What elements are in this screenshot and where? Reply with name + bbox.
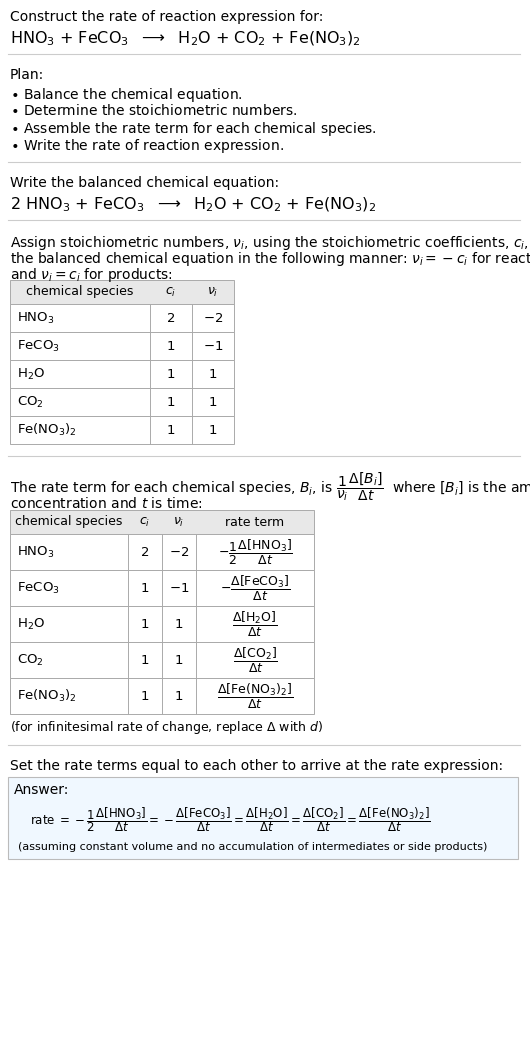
Text: 1: 1 <box>167 424 175 436</box>
Text: rate term: rate term <box>225 516 285 528</box>
Text: 1: 1 <box>209 367 217 381</box>
Text: (assuming constant volume and no accumulation of intermediates or side products): (assuming constant volume and no accumul… <box>18 842 488 852</box>
Text: Set the rate terms equal to each other to arrive at the rate expression:: Set the rate terms equal to each other t… <box>10 759 503 773</box>
Text: (for infinitesimal rate of change, replace $\Delta$ with $d$): (for infinitesimal rate of change, repla… <box>10 719 323 736</box>
Text: $-1$: $-1$ <box>169 582 189 594</box>
Text: $\dfrac{\Delta[\mathrm{Fe(NO_3)_2}]}{\Delta t}$: $\dfrac{\Delta[\mathrm{Fe(NO_3)_2}]}{\De… <box>217 682 293 710</box>
Text: $\nu_i$: $\nu_i$ <box>173 516 184 528</box>
Text: $\mathrm{CO_2}$: $\mathrm{CO_2}$ <box>17 394 43 410</box>
Text: 1: 1 <box>141 689 149 703</box>
Text: $\bullet$ Determine the stoichiometric numbers.: $\bullet$ Determine the stoichiometric n… <box>10 103 297 118</box>
Text: $\bullet$ Assemble the rate term for each chemical species.: $\bullet$ Assemble the rate term for eac… <box>10 120 377 138</box>
Bar <box>10 332 234 360</box>
Text: Assign stoichiometric numbers, $\nu_i$, using the stoichiometric coefficients, $: Assign stoichiometric numbers, $\nu_i$, … <box>10 234 530 252</box>
Text: 1: 1 <box>141 654 149 666</box>
Text: 1: 1 <box>209 424 217 436</box>
Text: 1: 1 <box>167 367 175 381</box>
Bar <box>10 416 234 444</box>
Bar <box>10 678 314 714</box>
Text: $-\dfrac{\Delta[\mathrm{FeCO_3}]}{\Delta t}$: $-\dfrac{\Delta[\mathrm{FeCO_3}]}{\Delta… <box>220 573 290 602</box>
Text: $\mathrm{H_2O}$: $\mathrm{H_2O}$ <box>17 616 45 632</box>
Bar <box>8 777 518 859</box>
Text: $\mathrm{HNO_3}$: $\mathrm{HNO_3}$ <box>17 311 55 325</box>
Text: $\mathrm{FeCO_3}$: $\mathrm{FeCO_3}$ <box>17 581 60 595</box>
Bar <box>10 388 234 416</box>
Text: $-2$: $-2$ <box>169 546 189 559</box>
Text: $\mathrm{CO_2}$: $\mathrm{CO_2}$ <box>17 653 43 667</box>
Text: The rate term for each chemical species, $B_i$, is $\dfrac{1}{\nu_i}\dfrac{\Delt: The rate term for each chemical species,… <box>10 470 530 503</box>
Text: $\nu_i$: $\nu_i$ <box>207 286 219 298</box>
Text: 1: 1 <box>175 654 183 666</box>
Text: chemical species: chemical species <box>26 286 134 298</box>
Text: $-2$: $-2$ <box>203 312 223 324</box>
Bar <box>10 570 314 606</box>
Text: $\bullet$ Write the rate of reaction expression.: $\bullet$ Write the rate of reaction exp… <box>10 137 284 155</box>
Bar <box>10 535 314 570</box>
Text: 1: 1 <box>209 395 217 409</box>
Text: $\mathrm{2\ HNO_3}$ $+$ $\mathrm{FeCO_3}$  $\longrightarrow$  $\mathrm{H_2O}$ $+: $\mathrm{2\ HNO_3}$ $+$ $\mathrm{FeCO_3}… <box>10 196 376 214</box>
Text: Answer:: Answer: <box>14 783 69 797</box>
Text: Plan:: Plan: <box>10 68 44 82</box>
Text: $\bullet$ Balance the chemical equation.: $\bullet$ Balance the chemical equation. <box>10 86 243 104</box>
Text: $c_i$: $c_i$ <box>165 286 176 298</box>
Text: $\dfrac{\Delta[\mathrm{H_2O}]}{\Delta t}$: $\dfrac{\Delta[\mathrm{H_2O}]}{\Delta t}… <box>232 610 278 638</box>
Text: 1: 1 <box>167 395 175 409</box>
Text: $-1$: $-1$ <box>203 340 223 353</box>
Text: 1: 1 <box>141 582 149 594</box>
Bar <box>10 280 234 304</box>
Text: $-\dfrac{1}{2}\dfrac{\Delta[\mathrm{HNO_3}]}{\Delta t}$: $-\dfrac{1}{2}\dfrac{\Delta[\mathrm{HNO_… <box>217 538 293 567</box>
Text: $\mathrm{HNO_3}$: $\mathrm{HNO_3}$ <box>17 545 55 560</box>
Text: $\mathrm{Fe(NO_3)_2}$: $\mathrm{Fe(NO_3)_2}$ <box>17 422 77 438</box>
Text: Write the balanced chemical equation:: Write the balanced chemical equation: <box>10 176 279 190</box>
Text: 1: 1 <box>167 340 175 353</box>
Bar <box>10 510 314 535</box>
Bar <box>10 360 234 388</box>
Text: and $\nu_i = c_i$ for products:: and $\nu_i = c_i$ for products: <box>10 266 173 285</box>
Text: $c_i$: $c_i$ <box>139 516 151 528</box>
Text: Construct the rate of reaction expression for:: Construct the rate of reaction expressio… <box>10 10 323 24</box>
Text: concentration and $t$ is time:: concentration and $t$ is time: <box>10 496 202 511</box>
Text: rate $= -\dfrac{1}{2}\dfrac{\Delta[\mathrm{HNO_3}]}{\Delta t} = -\dfrac{\Delta[\: rate $= -\dfrac{1}{2}\dfrac{\Delta[\math… <box>30 805 431 834</box>
Text: $\mathrm{Fe(NO_3)_2}$: $\mathrm{Fe(NO_3)_2}$ <box>17 688 77 704</box>
Bar <box>10 304 234 332</box>
Text: $\mathrm{HNO_3}$ $+$ $\mathrm{FeCO_3}$  $\longrightarrow$  $\mathrm{H_2O}$ $+$ $: $\mathrm{HNO_3}$ $+$ $\mathrm{FeCO_3}$ $… <box>10 30 361 48</box>
Text: chemical species: chemical species <box>15 516 122 528</box>
Bar <box>10 642 314 678</box>
Text: 1: 1 <box>175 689 183 703</box>
Text: 2: 2 <box>167 312 175 324</box>
Text: 1: 1 <box>141 617 149 631</box>
Bar <box>10 606 314 642</box>
Text: $\dfrac{\Delta[\mathrm{CO_2}]}{\Delta t}$: $\dfrac{\Delta[\mathrm{CO_2}]}{\Delta t}… <box>233 645 278 675</box>
Text: $\mathrm{H_2O}$: $\mathrm{H_2O}$ <box>17 366 45 382</box>
Text: $\mathrm{FeCO_3}$: $\mathrm{FeCO_3}$ <box>17 339 60 354</box>
Text: the balanced chemical equation in the following manner: $\nu_i = -c_i$ for react: the balanced chemical equation in the fo… <box>10 250 530 268</box>
Text: 1: 1 <box>175 617 183 631</box>
Text: 2: 2 <box>141 546 149 559</box>
